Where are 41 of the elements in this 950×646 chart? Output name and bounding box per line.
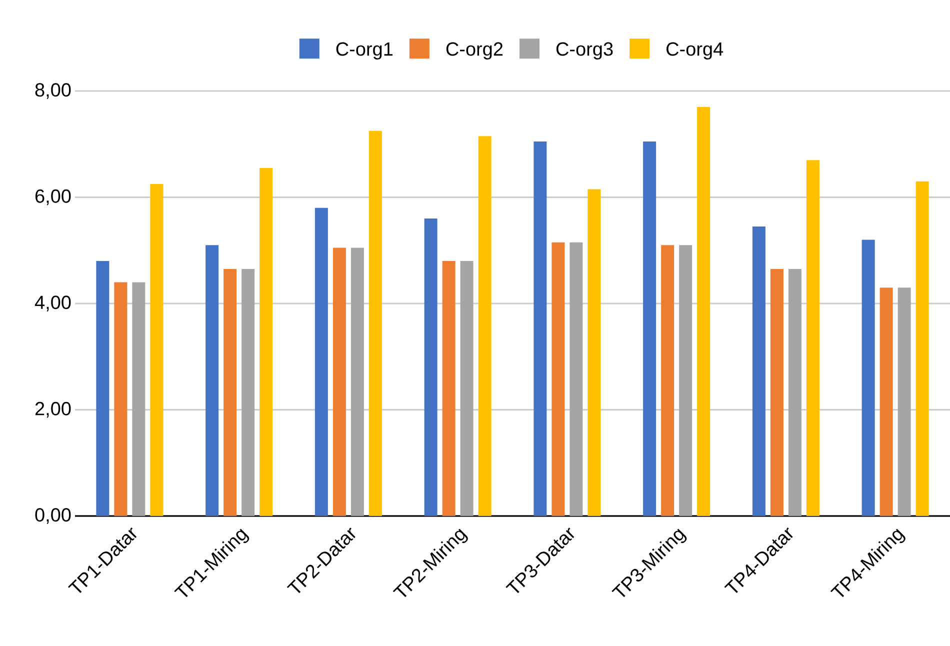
bar (552, 242, 565, 516)
bar (534, 141, 547, 516)
bar (332, 248, 346, 516)
bar (916, 181, 929, 516)
bar (350, 248, 364, 516)
legend-label: C-org4 (666, 42, 724, 60)
bar (442, 261, 456, 516)
y-tick-label: 6,00 (35, 189, 71, 206)
bar (570, 242, 583, 516)
bar (260, 168, 273, 516)
bar (114, 282, 128, 516)
y-tick-label: 2,00 (35, 402, 71, 418)
y-tick-label: 8,00 (35, 83, 71, 99)
y-tick-label: 0,00 (35, 508, 71, 524)
bar (150, 184, 164, 516)
legend-label: C-org1 (336, 42, 393, 60)
bar (643, 141, 656, 516)
bar (132, 282, 146, 516)
bar (880, 288, 893, 516)
bar (96, 261, 110, 516)
bar (752, 226, 766, 516)
bar (424, 218, 438, 516)
bar (770, 268, 784, 516)
bar (478, 136, 492, 516)
bar (661, 245, 674, 516)
bar (224, 268, 237, 516)
bar (206, 245, 219, 516)
bar (806, 160, 820, 516)
bar (862, 240, 875, 516)
bar (460, 261, 474, 516)
bar (588, 189, 601, 516)
bar (788, 268, 802, 516)
bar (679, 245, 692, 516)
legend-label: C-org2 (446, 42, 503, 60)
bar (898, 288, 911, 516)
bar (314, 208, 328, 516)
bar (697, 106, 710, 516)
y-tick-label: 4,00 (34, 296, 71, 312)
bar (242, 268, 255, 516)
bar (368, 130, 382, 516)
legend-label: C-org3 (556, 42, 613, 60)
